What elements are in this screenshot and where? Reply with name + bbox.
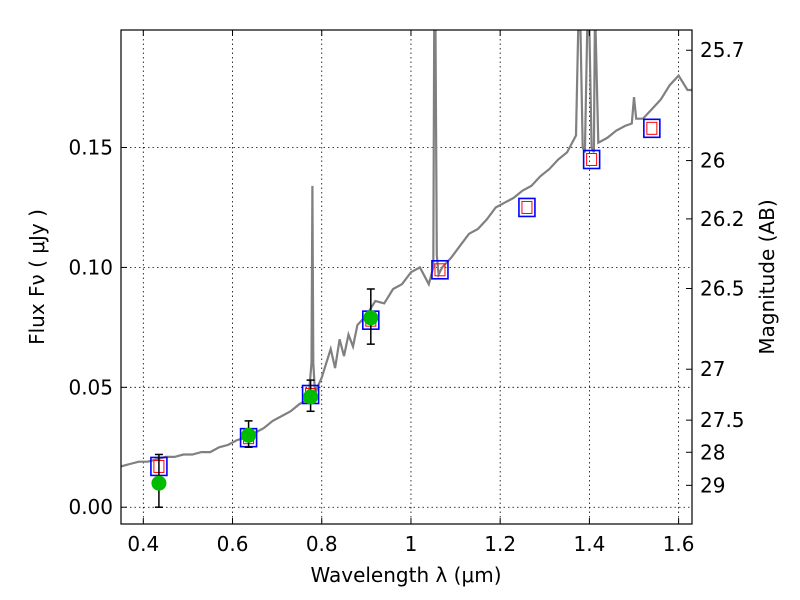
magnitude-tick-label: 26 <box>700 149 725 173</box>
x-axis-title: Wavelength λ (μm) <box>310 563 501 587</box>
y-tick-label: 0.10 <box>68 255 113 279</box>
observed-point <box>363 310 379 326</box>
model-point-box <box>643 118 661 139</box>
model-point-box <box>431 260 449 280</box>
magnitude-tick-label: 27 <box>700 357 725 381</box>
observed-point <box>303 389 319 405</box>
x-tick-label: 1.2 <box>484 532 516 556</box>
model-point-inner <box>586 152 598 166</box>
observed-point <box>151 475 167 491</box>
magnitude-tick-label: 26.5 <box>700 276 745 300</box>
model-point-box <box>582 149 601 170</box>
model-points <box>150 118 661 477</box>
model-point-inner <box>521 200 533 214</box>
magnitude-tick-label: 29 <box>700 473 725 497</box>
y-tick-label: 0.05 <box>68 375 113 399</box>
magnitude-axis-title: Magnitude (AB) <box>755 199 779 354</box>
model-point-inner <box>434 263 446 277</box>
x-tick-label: 0.4 <box>127 532 159 556</box>
y-axis-title: Flux Fν ( μJy ) <box>25 209 49 345</box>
x-tick-label: 1.4 <box>573 532 605 556</box>
observed-point <box>241 427 257 443</box>
observed-points <box>151 288 379 508</box>
y-tick-label: 0.15 <box>68 136 113 160</box>
tick-layer: 0.4 0.6 0.8 1 1.2 1.4 1.6 0.00 0.05 0.10 0.15 25.7 2… <box>68 30 745 556</box>
x-tick-label: 1 <box>405 532 418 556</box>
magnitude-tick-label: 27.5 <box>700 408 745 432</box>
plot-area <box>121 30 692 508</box>
model-point-box <box>518 197 536 218</box>
x-tick-label: 0.6 <box>217 532 249 556</box>
magnitude-tick-label: 26.2 <box>700 207 745 231</box>
y-tick-label: 0.00 <box>68 495 113 519</box>
x-tick-label: 1.6 <box>663 532 695 556</box>
magnitude-tick-label: 25.7 <box>700 38 745 62</box>
x-tick-label: 0.8 <box>306 532 338 556</box>
magnitude-tick-label: 28 <box>700 440 725 464</box>
grid-layer <box>121 30 692 524</box>
model-point-inner <box>646 121 658 135</box>
sed-curve <box>121 30 692 468</box>
plot-frame <box>120 29 693 525</box>
